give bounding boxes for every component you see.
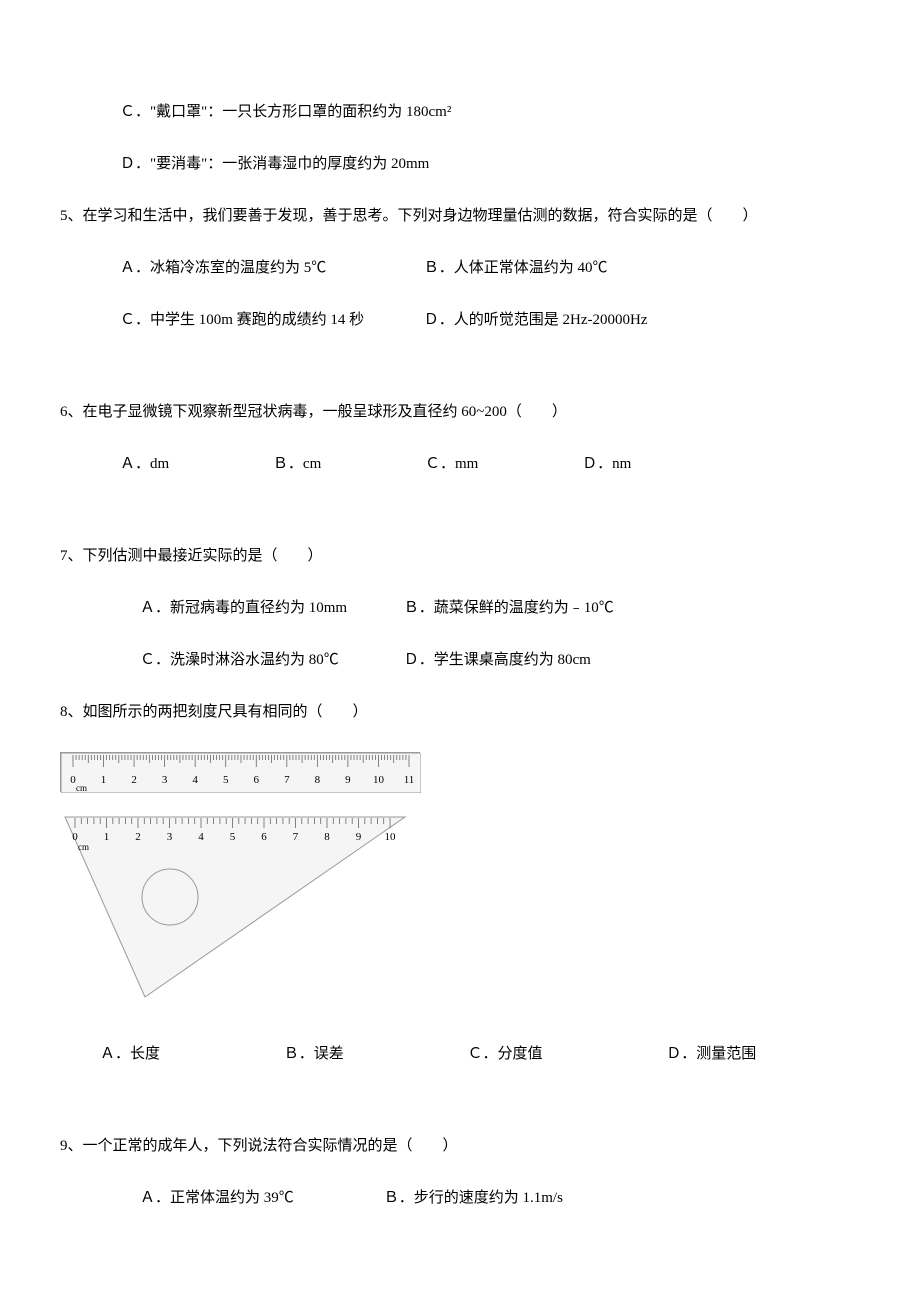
- svg-text:4: 4: [192, 774, 198, 786]
- q9-options-row1: Ａ．正常体温约为 39℃ Ｂ．步行的速度约为 1.1m/s: [60, 1186, 860, 1210]
- q5-option-d: Ｄ．人的听觉范围是 2Hz-20000Hz: [424, 308, 648, 332]
- svg-text:4: 4: [198, 831, 204, 843]
- svg-text:8: 8: [315, 774, 321, 786]
- q7-option-b: Ｂ．蔬菜保鲜的温度约为﹣10℃: [404, 596, 614, 620]
- q6-options: Ａ．dm Ｂ．cm Ｃ．mm Ｄ．nm: [60, 452, 860, 476]
- q5-stem: 5、在学习和生活中，我们要善于发现，善于思考。下列对身边物理量估测的数据，符合实…: [60, 204, 860, 228]
- q9-stem: 9、一个正常的成年人，下列说法符合实际情况的是（ ）: [60, 1134, 860, 1158]
- q8-option-d: Ｄ．测量范围: [666, 1042, 756, 1066]
- svg-text:2: 2: [135, 831, 141, 843]
- q5-option-b: Ｂ．人体正常体温约为 40℃: [424, 256, 608, 280]
- svg-text:8: 8: [324, 831, 330, 843]
- q7-option-d: Ｄ．学生课桌高度约为 80cm: [404, 648, 591, 672]
- svg-text:3: 3: [162, 774, 168, 786]
- svg-text:cm: cm: [76, 783, 87, 793]
- q7-option-a: Ａ．新冠病毒的直径约为 10mm: [140, 596, 400, 620]
- q6-option-a: Ａ．dm: [120, 452, 169, 476]
- svg-text:10: 10: [385, 831, 397, 843]
- triangle-ruler: 012345678910cm: [60, 812, 420, 1002]
- svg-text:3: 3: [167, 831, 173, 843]
- q8-stem: 8、如图所示的两把刻度尺具有相同的（ ）: [60, 700, 860, 724]
- svg-text:11: 11: [404, 774, 415, 786]
- q5-options-row1: Ａ．冰箱冷冻室的温度约为 5℃ Ｂ．人体正常体温约为 40℃: [60, 256, 860, 280]
- svg-text:10: 10: [373, 774, 385, 786]
- q8-figure: 01234567891011cm 012345678910cm: [60, 752, 420, 1002]
- svg-text:9: 9: [356, 831, 362, 843]
- svg-text:6: 6: [254, 774, 260, 786]
- svg-text:1: 1: [104, 831, 110, 843]
- q6-stem: 6、在电子显微镜下观察新型冠状病毒，一般呈球形及直径约 60~200（ ）: [60, 400, 860, 424]
- q4-option-d: Ｄ．"要消毒"：一张消毒湿巾的厚度约为 20mm: [60, 152, 860, 176]
- q9-option-a: Ａ．正常体温约为 39℃: [140, 1186, 380, 1210]
- q5-option-a: Ａ．冰箱冷冻室的温度约为 5℃: [120, 256, 420, 280]
- q4-option-c: Ｃ．"戴口罩"：一只长方形口罩的面积约为 180cm²: [60, 100, 860, 124]
- straight-ruler-svg: 01234567891011cm: [61, 753, 421, 793]
- svg-text:7: 7: [284, 774, 290, 786]
- q6-option-c: Ｃ．mm: [425, 452, 478, 476]
- q8-option-c: Ｃ．分度值: [468, 1042, 543, 1066]
- svg-text:2: 2: [131, 774, 137, 786]
- q8-option-a: Ａ．长度: [100, 1042, 160, 1066]
- q7-option-c: Ｃ．洗澡时淋浴水温约为 80℃: [140, 648, 400, 672]
- q6-option-d: Ｄ．nm: [582, 452, 631, 476]
- triangle-ruler-svg: 012345678910cm: [60, 812, 420, 1002]
- q5-options-row2: Ｃ．中学生 100m 赛跑的成绩约 14 秒 Ｄ．人的听觉范围是 2Hz-200…: [60, 308, 860, 332]
- q9-option-b: Ｂ．步行的速度约为 1.1m/s: [384, 1186, 563, 1210]
- q8-option-b: Ｂ．误差: [284, 1042, 344, 1066]
- svg-text:5: 5: [223, 774, 229, 786]
- svg-text:9: 9: [345, 774, 351, 786]
- straight-ruler: 01234567891011cm: [60, 752, 420, 792]
- q7-options-row2: Ｃ．洗澡时淋浴水温约为 80℃ Ｄ．学生课桌高度约为 80cm: [60, 648, 860, 672]
- q8-options: Ａ．长度 Ｂ．误差 Ｃ．分度值 Ｄ．测量范围: [60, 1042, 860, 1066]
- q6-option-b: Ｂ．cm: [273, 452, 321, 476]
- q7-stem: 7、下列估测中最接近实际的是（ ）: [60, 544, 860, 568]
- svg-text:7: 7: [293, 831, 299, 843]
- svg-text:cm: cm: [78, 842, 89, 852]
- svg-text:6: 6: [261, 831, 267, 843]
- q7-options-row1: Ａ．新冠病毒的直径约为 10mm Ｂ．蔬菜保鲜的温度约为﹣10℃: [60, 596, 860, 620]
- svg-text:1: 1: [101, 774, 107, 786]
- q5-option-c: Ｃ．中学生 100m 赛跑的成绩约 14 秒: [120, 308, 420, 332]
- svg-text:5: 5: [230, 831, 236, 843]
